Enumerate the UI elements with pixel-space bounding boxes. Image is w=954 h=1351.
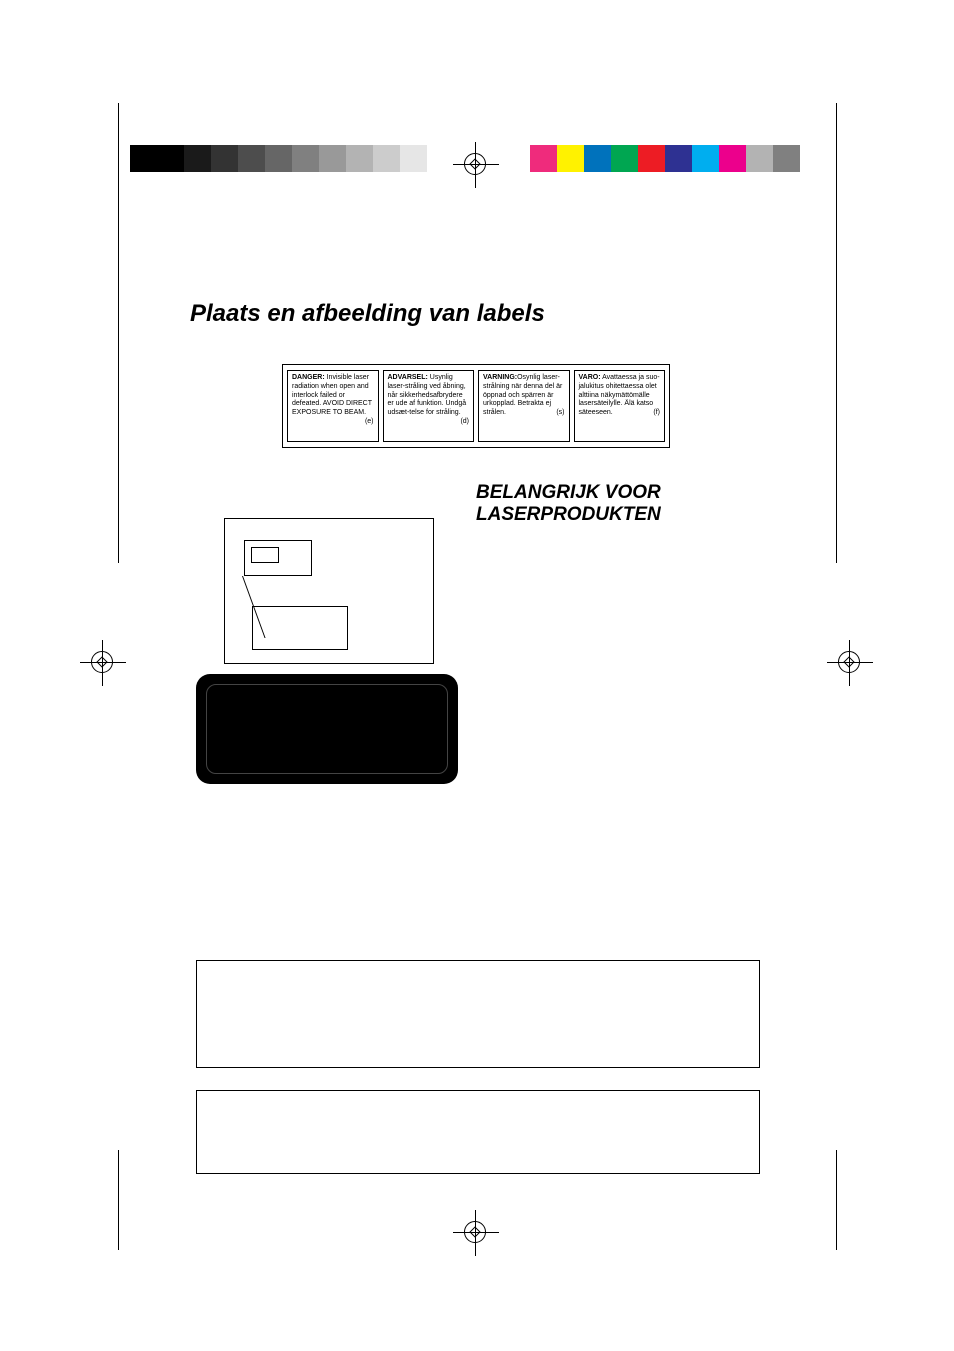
warning-lead: VARNING: xyxy=(483,374,517,381)
warning-tag: (e) xyxy=(365,418,374,427)
swatch xyxy=(530,145,557,172)
swatch xyxy=(130,145,157,172)
warning-lead: VARO: xyxy=(579,374,601,381)
swatch xyxy=(400,145,427,172)
crop-line xyxy=(118,103,119,563)
swatch xyxy=(346,145,373,172)
swatch xyxy=(584,145,611,172)
swatch xyxy=(292,145,319,172)
device-diagram xyxy=(196,518,460,784)
swatch xyxy=(638,145,665,172)
swatch xyxy=(238,145,265,172)
swatch xyxy=(211,145,238,172)
swatch xyxy=(373,145,400,172)
section-heading: BELANGRIJK VOOR LASERPRODUKTEN xyxy=(476,482,661,526)
section-heading-line: LASERPRODUKTEN xyxy=(476,504,661,525)
device-front-bezel xyxy=(206,684,448,774)
warning-label: VARO: Avattaessa ja suo-jalukitus ohitet… xyxy=(574,370,666,442)
swatch xyxy=(265,145,292,172)
swatch xyxy=(773,145,800,172)
empty-frame xyxy=(196,1090,760,1174)
section-heading-line: BELANGRIJK VOOR xyxy=(476,482,661,503)
device-label-box xyxy=(244,540,312,576)
warning-label: VARNING:Osynlig laser-strålning när denn… xyxy=(478,370,570,442)
swatch xyxy=(557,145,584,172)
swatch xyxy=(611,145,638,172)
swatch xyxy=(719,145,746,172)
warning-tag: (s) xyxy=(556,409,564,418)
warning-tag: (d) xyxy=(460,418,469,427)
crop-line xyxy=(118,1150,119,1250)
registration-mark-icon xyxy=(80,640,126,686)
device-label-box xyxy=(252,606,348,650)
warning-label: ADVARSEL: Usynlig laser-stråling ved åbn… xyxy=(383,370,475,442)
swatch xyxy=(746,145,773,172)
grayscale-calibration-strip xyxy=(130,145,427,172)
registration-mark-icon xyxy=(453,142,499,188)
crop-line xyxy=(836,1150,837,1250)
swatch xyxy=(157,145,184,172)
color-calibration-strip xyxy=(530,145,800,172)
empty-frame xyxy=(196,960,760,1068)
warning-label-group: DANGER: Invisible laser radiation when o… xyxy=(282,364,670,448)
warning-lead: ADVARSEL: xyxy=(388,374,428,381)
swatch xyxy=(665,145,692,172)
warning-label: DANGER: Invisible laser radiation when o… xyxy=(287,370,379,442)
registration-mark-icon xyxy=(827,640,873,686)
swatch xyxy=(184,145,211,172)
registration-mark-icon xyxy=(453,1210,499,1256)
warning-tag: (f) xyxy=(653,409,660,418)
warning-lead: DANGER: xyxy=(292,374,325,381)
page-title: Plaats en afbeelding van labels xyxy=(190,300,545,328)
swatch xyxy=(692,145,719,172)
swatch xyxy=(319,145,346,172)
crop-line xyxy=(836,103,837,563)
